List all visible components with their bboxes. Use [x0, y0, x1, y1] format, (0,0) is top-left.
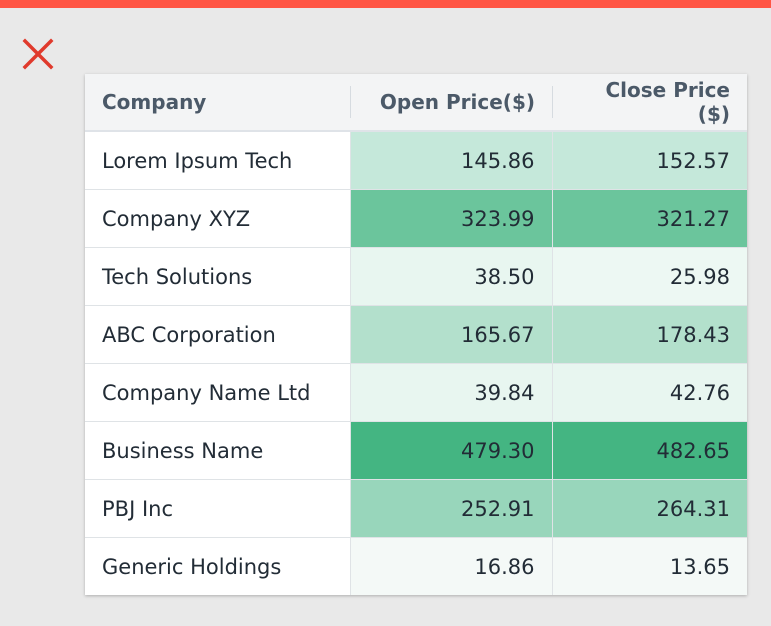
- company-cell: PBJ Inc: [85, 479, 350, 538]
- stock-price-table: Company Open Price($) Close Price ($) Lo…: [85, 74, 747, 595]
- close-price-cell: 152.57: [551, 131, 747, 190]
- table-row: Company Name Ltd 39.84 42.76: [85, 363, 747, 422]
- table-row: Company XYZ 323.99 321.27: [85, 189, 747, 248]
- table-row: ABC Corporation 165.67 178.43: [85, 305, 747, 364]
- column-header-close-price[interactable]: Close Price ($): [552, 74, 747, 132]
- table-row: PBJ Inc 252.91 264.31: [85, 479, 747, 538]
- company-cell: Business Name: [85, 421, 350, 480]
- company-cell: Company Name Ltd: [85, 363, 350, 422]
- close-price-cell: 178.43: [551, 305, 747, 364]
- close-icon: [22, 38, 54, 70]
- column-header-open-price[interactable]: Open Price($): [350, 74, 552, 132]
- company-cell: Tech Solutions: [85, 247, 350, 306]
- company-cell: ABC Corporation: [85, 305, 350, 364]
- open-price-cell: 16.86: [349, 537, 552, 595]
- close-price-cell: 42.76: [551, 363, 747, 422]
- company-cell: Company XYZ: [85, 189, 350, 248]
- company-cell: Generic Holdings: [85, 537, 350, 595]
- top-accent-bar: [0, 0, 771, 8]
- table-row: Lorem Ipsum Tech 145.86 152.57: [85, 131, 747, 190]
- open-price-cell: 145.86: [349, 131, 552, 190]
- open-price-cell: 39.84: [349, 363, 552, 422]
- open-price-cell: 479.30: [349, 421, 552, 480]
- table-row: Generic Holdings 16.86 13.65: [85, 537, 747, 595]
- close-price-cell: 264.31: [551, 479, 747, 538]
- open-price-cell: 38.50: [349, 247, 552, 306]
- table-header-row: Company Open Price($) Close Price ($): [85, 74, 747, 132]
- open-price-cell: 165.67: [349, 305, 552, 364]
- close-price-cell: 321.27: [551, 189, 747, 248]
- stock-price-table-card: Company Open Price($) Close Price ($) Lo…: [85, 74, 747, 595]
- table-body: Lorem Ipsum Tech 145.86 152.57 Company X…: [85, 131, 747, 595]
- close-price-cell: 482.65: [551, 421, 747, 480]
- company-cell: Lorem Ipsum Tech: [85, 131, 350, 190]
- table-row: Tech Solutions 38.50 25.98: [85, 247, 747, 306]
- open-price-cell: 252.91: [349, 479, 552, 538]
- close-button[interactable]: [18, 34, 58, 74]
- open-price-cell: 323.99: [349, 189, 552, 248]
- close-price-cell: 13.65: [551, 537, 747, 595]
- table-row: Business Name 479.30 482.65: [85, 421, 747, 480]
- close-price-cell: 25.98: [551, 247, 747, 306]
- column-header-company[interactable]: Company: [85, 74, 350, 132]
